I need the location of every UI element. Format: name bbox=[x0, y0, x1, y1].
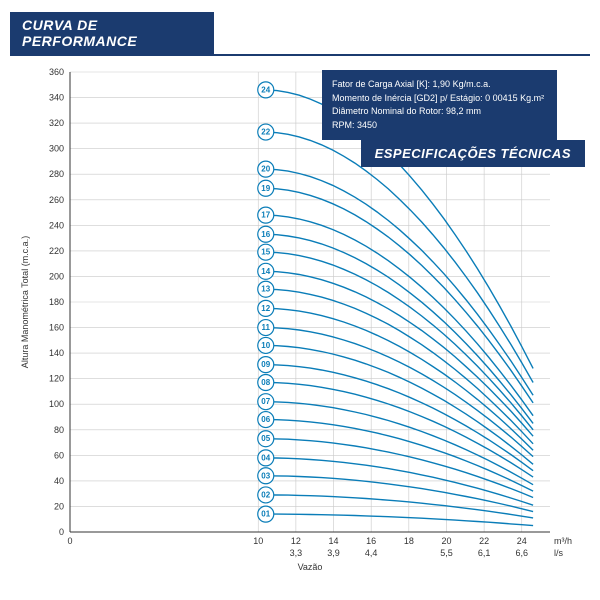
svg-text:15: 15 bbox=[261, 248, 270, 257]
svg-text:16: 16 bbox=[366, 536, 376, 546]
spec-title: ESPECIFICAÇÕES TÉCNICAS bbox=[361, 140, 585, 167]
svg-text:12: 12 bbox=[291, 536, 301, 546]
svg-text:40: 40 bbox=[54, 476, 64, 486]
svg-text:l/s: l/s bbox=[554, 548, 564, 558]
info-line: RPM: 3450 bbox=[332, 119, 547, 133]
svg-text:06: 06 bbox=[261, 415, 270, 424]
svg-text:10: 10 bbox=[261, 341, 270, 350]
svg-text:Vazão: Vazão bbox=[298, 562, 323, 572]
svg-text:14: 14 bbox=[329, 536, 339, 546]
svg-text:320: 320 bbox=[49, 118, 64, 128]
svg-text:180: 180 bbox=[49, 297, 64, 307]
svg-text:01: 01 bbox=[261, 510, 270, 519]
svg-text:16: 16 bbox=[261, 230, 270, 239]
svg-text:140: 140 bbox=[49, 348, 64, 358]
svg-text:60: 60 bbox=[54, 450, 64, 460]
page-title: CURVA DE PERFORMANCE bbox=[10, 12, 214, 54]
svg-text:02: 02 bbox=[261, 490, 270, 499]
svg-text:m³/h: m³/h bbox=[554, 536, 572, 546]
svg-text:0: 0 bbox=[67, 536, 72, 546]
svg-text:05: 05 bbox=[261, 434, 270, 443]
svg-text:04: 04 bbox=[261, 453, 270, 462]
svg-text:360: 360 bbox=[49, 67, 64, 77]
svg-text:19: 19 bbox=[261, 184, 270, 193]
performance-chart: Fator de Carga Axial [K]: 1,90 Kg/m.c.a.… bbox=[10, 64, 585, 584]
svg-text:08: 08 bbox=[261, 378, 270, 387]
svg-text:07: 07 bbox=[261, 397, 270, 406]
svg-text:10: 10 bbox=[253, 536, 263, 546]
svg-text:280: 280 bbox=[49, 169, 64, 179]
svg-text:20: 20 bbox=[261, 165, 270, 174]
info-line: Fator de Carga Axial [K]: 1,90 Kg/m.c.a. bbox=[332, 78, 547, 92]
svg-text:120: 120 bbox=[49, 374, 64, 384]
tech-info-box: Fator de Carga Axial [K]: 1,90 Kg/m.c.a.… bbox=[322, 70, 557, 140]
svg-text:220: 220 bbox=[49, 246, 64, 256]
svg-text:20: 20 bbox=[441, 536, 451, 546]
svg-text:300: 300 bbox=[49, 144, 64, 154]
svg-text:260: 260 bbox=[49, 195, 64, 205]
svg-text:0: 0 bbox=[59, 527, 64, 537]
svg-text:20: 20 bbox=[54, 501, 64, 511]
svg-text:3,9: 3,9 bbox=[327, 548, 340, 558]
svg-text:3,3: 3,3 bbox=[290, 548, 303, 558]
svg-text:11: 11 bbox=[262, 323, 271, 332]
svg-text:12: 12 bbox=[261, 304, 270, 313]
info-line: Diâmetro Nominal do Rotor: 98,2 mm bbox=[332, 105, 547, 119]
svg-text:4,4: 4,4 bbox=[365, 548, 378, 558]
svg-text:18: 18 bbox=[404, 536, 414, 546]
svg-text:14: 14 bbox=[261, 267, 270, 276]
svg-text:Altura Manométrica Total (m.c.: Altura Manométrica Total (m.c.a.) bbox=[20, 236, 30, 368]
svg-text:100: 100 bbox=[49, 399, 64, 409]
svg-text:22: 22 bbox=[261, 128, 270, 137]
svg-text:09: 09 bbox=[261, 360, 270, 369]
svg-text:80: 80 bbox=[54, 425, 64, 435]
svg-text:17: 17 bbox=[261, 211, 270, 220]
svg-text:24: 24 bbox=[261, 85, 270, 94]
svg-text:6,1: 6,1 bbox=[478, 548, 491, 558]
svg-text:03: 03 bbox=[261, 471, 270, 480]
svg-text:13: 13 bbox=[261, 285, 270, 294]
svg-text:340: 340 bbox=[49, 93, 64, 103]
svg-text:200: 200 bbox=[49, 271, 64, 281]
svg-text:160: 160 bbox=[49, 323, 64, 333]
info-line: Momento de Inércia [GD2] p/ Estágio: 0 0… bbox=[332, 92, 547, 106]
svg-text:240: 240 bbox=[49, 220, 64, 230]
svg-text:24: 24 bbox=[517, 536, 527, 546]
svg-text:5,5: 5,5 bbox=[440, 548, 453, 558]
svg-text:6,6: 6,6 bbox=[516, 548, 529, 558]
svg-text:22: 22 bbox=[479, 536, 489, 546]
